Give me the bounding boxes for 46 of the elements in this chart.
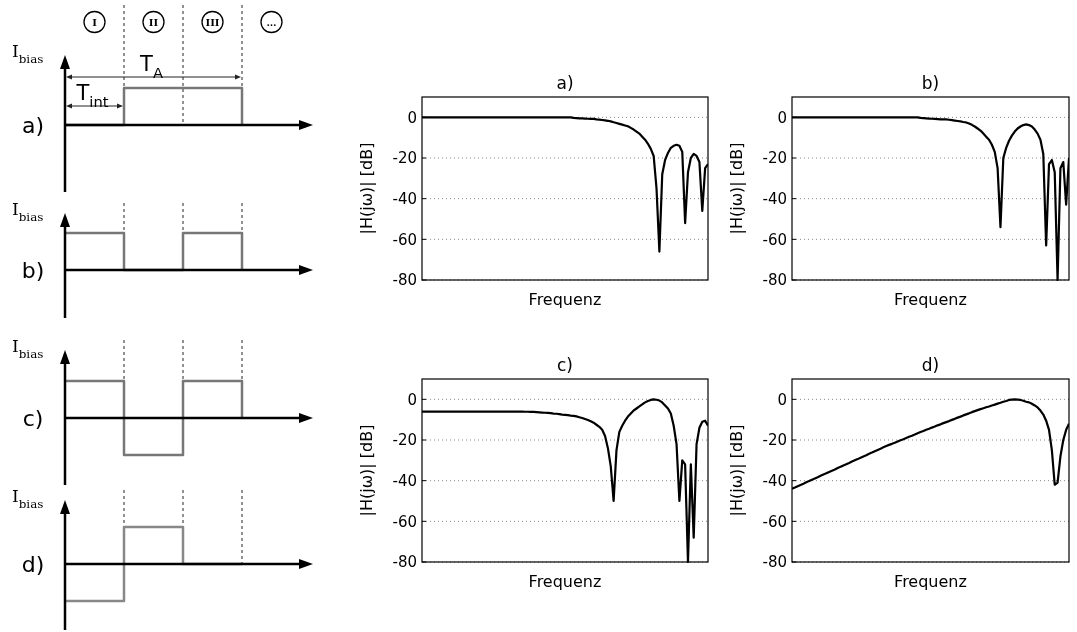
y-axis-title: I$_{bias}$ xyxy=(12,486,44,511)
x-axis-title: Frequenz xyxy=(894,572,967,591)
y-tick-label: -80 xyxy=(392,271,417,290)
y-axis-title: |H(jω)| [dB] xyxy=(357,142,376,235)
x-axis-title: Frequenz xyxy=(528,290,602,309)
text: d) xyxy=(21,551,45,577)
chart-title: c) xyxy=(557,355,573,375)
y-tick-label: -40 xyxy=(762,471,787,490)
y-axis-title: |H(jω)| [dB] xyxy=(357,424,376,517)
y-tick-label: -40 xyxy=(392,189,417,208)
y-tick-label: 0 xyxy=(407,108,417,127)
x-axis-title: Frequenz xyxy=(528,572,602,591)
y-tick-label: -80 xyxy=(762,271,787,290)
text: III xyxy=(205,16,220,28)
text: I xyxy=(92,16,98,28)
text: T$_{A}$ xyxy=(139,52,163,82)
y-tick-label: -40 xyxy=(762,189,787,208)
text: II xyxy=(148,16,159,28)
y-tick-label: -40 xyxy=(392,471,417,490)
text: … xyxy=(266,16,277,28)
y-tick-label: -60 xyxy=(392,512,417,531)
y-tick-label: 0 xyxy=(407,390,417,409)
y-tick-label: -60 xyxy=(392,230,417,249)
y-tick-label: -20 xyxy=(762,149,787,168)
text: c) xyxy=(22,405,44,431)
y-tick-label: 0 xyxy=(777,390,787,409)
chart-title: b) xyxy=(921,73,940,93)
y-tick-label: -80 xyxy=(762,553,787,572)
y-tick-label: -20 xyxy=(392,149,417,168)
y-axis-title: I$_{bias}$ xyxy=(12,199,44,224)
y-tick-label: -60 xyxy=(762,230,787,249)
y-axis-title: |H(jω)| [dB] xyxy=(727,424,746,517)
text: a) xyxy=(21,112,45,138)
y-tick-label: -20 xyxy=(392,431,417,450)
y-tick-label: 0 xyxy=(777,108,787,127)
y-tick-label: -80 xyxy=(392,553,417,572)
y-axis-title: I$_{bias}$ xyxy=(12,336,44,361)
text: b) xyxy=(21,257,45,283)
chart-title: a) xyxy=(556,73,574,93)
y-tick-label: -60 xyxy=(762,512,787,531)
chart-title: d) xyxy=(921,355,940,375)
y-axis-title: I$_{bias}$ xyxy=(12,41,44,66)
annotation: T$_{int}$ xyxy=(75,81,109,111)
x-axis-title: Frequenz xyxy=(894,290,967,309)
y-axis-title: |H(jω)| [dB] xyxy=(727,142,746,235)
y-tick-label: -20 xyxy=(762,431,787,450)
